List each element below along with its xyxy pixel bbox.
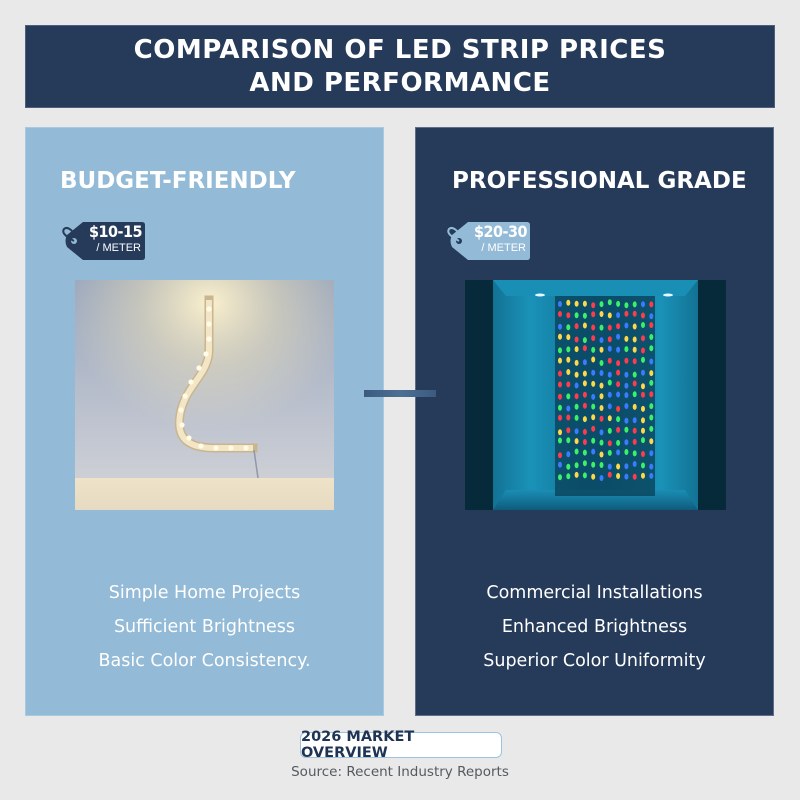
price-unit: / METER xyxy=(96,242,141,254)
price-tag-icon xyxy=(447,222,530,260)
panel-connector-line xyxy=(364,390,436,397)
panel-budget-friendly: BUDGET-FRIENDLY $10-15 / METER xyxy=(25,127,384,716)
price-value: $10-15 xyxy=(88,222,143,241)
feature-list: Simple Home Projects Sufficient Brightne… xyxy=(26,576,383,678)
feature-item: Sufficient Brightness xyxy=(113,617,296,637)
panel-title: PROFESSIONAL GRADE xyxy=(452,168,747,194)
feature-item: Enhanced Brightness xyxy=(501,617,688,637)
market-overview-badge: 2026 MARKET OVERVIEW xyxy=(300,729,502,761)
professional-led-curtain-image xyxy=(465,280,726,510)
budget-led-strip-image xyxy=(75,280,334,510)
title-banner: COMPARISON OF LED STRIP PRICES AND PERFO… xyxy=(25,25,775,108)
price-tag: $20-30 / METER xyxy=(444,220,531,262)
panel-professional-grade: PROFESSIONAL GRADE $20-30 / METER xyxy=(415,127,774,716)
price-unit: / METER xyxy=(481,242,526,254)
price-tag-icon xyxy=(62,222,145,260)
source-note: Source: Recent Industry Reports xyxy=(291,764,509,780)
title-line-1: COMPARISON OF LED STRIP PRICES xyxy=(133,34,667,65)
price-tag: $10-15 / METER xyxy=(59,220,146,262)
feature-item: Superior Color Uniformity xyxy=(483,651,706,671)
feature-item: Commercial Installations xyxy=(486,583,703,603)
price-value: $20-30 xyxy=(473,222,528,241)
feature-item: Simple Home Projects xyxy=(108,583,301,603)
panel-title: BUDGET-FRIENDLY xyxy=(60,168,296,194)
feature-item: Basic Color Consistency. xyxy=(98,651,311,671)
feature-list: Commercial Installations Enhanced Bright… xyxy=(416,576,773,678)
title-line-2: AND PERFORMANCE xyxy=(249,67,551,98)
